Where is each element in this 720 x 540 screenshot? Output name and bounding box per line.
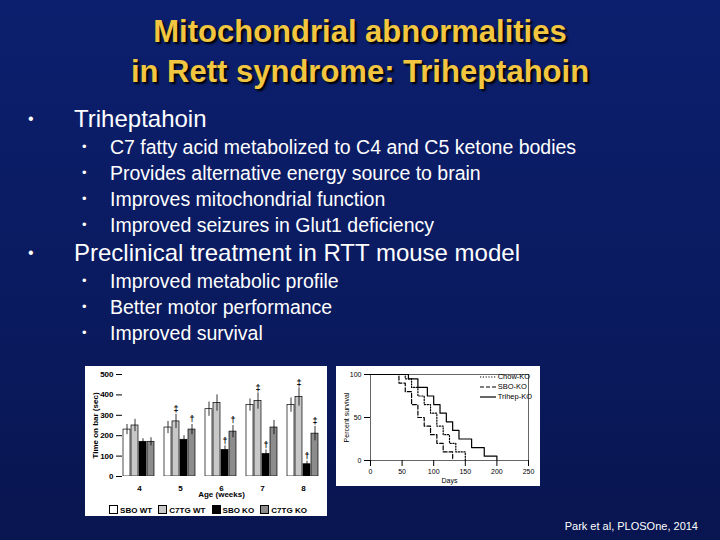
svg-text:†: †	[230, 415, 235, 425]
html-text:SBO WT: SBO WT	[120, 506, 155, 515]
html-text:SBO-KO: SBO-KO	[497, 382, 527, 391]
html-text:Improved seizures in Glut1 def: Improved seizures in Glut1 deficiency	[110, 214, 435, 236]
html-text:Improves mitochondrial functio: Improves mitochondrial function	[110, 188, 386, 210]
svg-text:100: 100	[428, 468, 440, 475]
svg-text:‡: ‡	[173, 404, 178, 414]
svg-text:Days: Days	[442, 477, 458, 485]
svg-text:5: 5	[178, 484, 183, 493]
svg-text:‡: ‡	[312, 416, 317, 426]
svg-text:50: 50	[354, 414, 362, 421]
html-text:Better motor performance: Better motor performance	[110, 296, 333, 318]
svg-text:†: †	[222, 436, 227, 446]
svg-text:50: 50	[398, 468, 406, 475]
html-text:Park et al, PLOSOne, 2014: Park et al, PLOSOne, 2014	[564, 520, 698, 532]
svg-text:300: 300	[100, 411, 114, 420]
svg-text:†: †	[189, 414, 194, 424]
svg-text:200: 200	[491, 468, 503, 475]
svg-text:Time on bar (sec): Time on bar (sec)	[91, 392, 100, 458]
svg-text:200: 200	[100, 431, 114, 440]
svg-text:†: †	[304, 451, 309, 461]
html-text:Provides alternative energy so: Provides alternative energy source to br…	[110, 162, 481, 184]
svg-text:4: 4	[137, 484, 142, 493]
svg-text:‡: ‡	[296, 378, 301, 388]
svg-text:0: 0	[109, 472, 114, 481]
svg-text:100: 100	[350, 371, 362, 378]
svg-text:Age (weeks): Age (weeks)	[198, 490, 245, 499]
html-text:Chow-KO: Chow-KO	[497, 372, 531, 381]
svg-text:100: 100	[100, 452, 114, 461]
html-text:C7TG KO: C7TG KO	[271, 506, 307, 515]
svg-text:0: 0	[358, 457, 362, 464]
svg-text:Percent survival: Percent survival	[343, 392, 350, 442]
html-text:Preclinical treatment in RTT m: Preclinical treatment in RTT mouse model	[74, 239, 520, 266]
html-text:C7 fatty acid metabolized to C: C7 fatty acid metabolized to C4 and C5 k…	[110, 136, 577, 158]
svg-text:250: 250	[523, 468, 535, 475]
svg-text:0: 0	[369, 468, 373, 475]
html-text:Triheptahoin: Triheptahoin	[74, 105, 207, 132]
html-text:Mitochondrial abnormalities: Mitochondrial abnormalities	[153, 14, 567, 49]
svg-text:400: 400	[100, 390, 114, 399]
html-text:C7TG WT: C7TG WT	[169, 506, 208, 515]
svg-text:8: 8	[301, 484, 306, 493]
svg-text:‡: ‡	[255, 383, 260, 393]
svg-text:7: 7	[260, 484, 265, 493]
svg-text:†: †	[263, 440, 268, 450]
svg-text:150: 150	[459, 468, 471, 475]
html-text:Improved survival: Improved survival	[110, 322, 263, 344]
html-text:Trihep-KO: Trihep-KO	[497, 392, 532, 401]
svg-text:500: 500	[100, 370, 114, 379]
html-text:in Rett syndrome: Triheptahoin: in Rett syndrome: Triheptahoin	[130, 54, 590, 89]
html-text:SBO KO: SBO KO	[222, 506, 257, 515]
html-text:Improved metabolic profile: Improved metabolic profile	[110, 270, 339, 292]
